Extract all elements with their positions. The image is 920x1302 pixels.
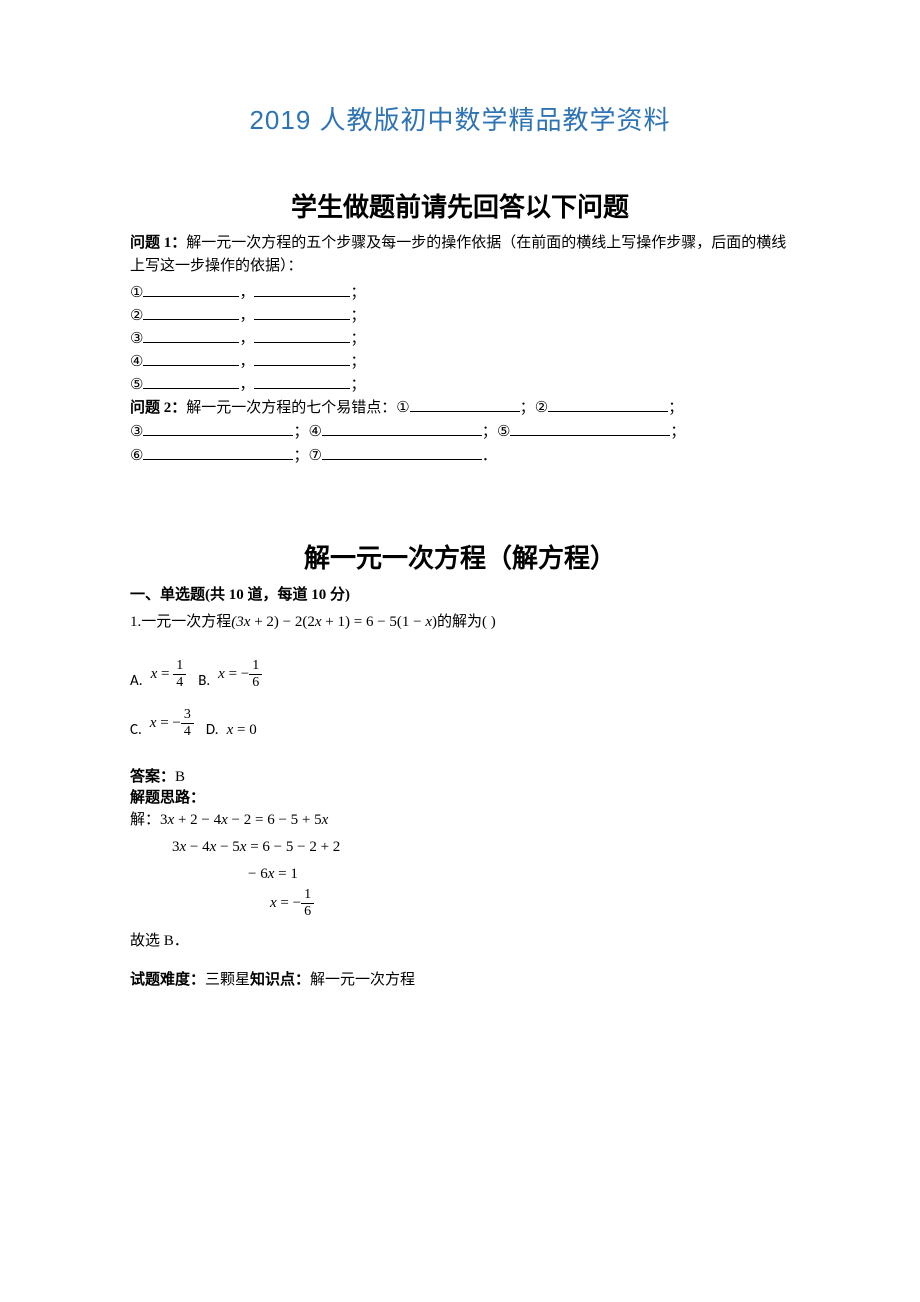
solution-line-final: x = −16 [130, 888, 790, 919]
fill-blank [143, 420, 293, 436]
fill-blank [548, 396, 668, 412]
mc-heading: 一、单选题(共 10 道，每道 10 分) [130, 583, 790, 604]
choice-c-math: x = −34 [150, 708, 194, 739]
answer-label: 答案： [130, 769, 175, 785]
q2-label: 问题 2： [130, 400, 186, 416]
q1-label: 问题 1： [130, 235, 186, 251]
q1-item: ④，； [130, 350, 790, 371]
main-title: 解一元一次方程（解方程） [130, 538, 790, 575]
q1-items: ①，； ②，； ③，； ④，； ⑤，； [130, 281, 790, 394]
stem-prefix: 一元一次方程 [141, 614, 231, 630]
fill-blank [143, 444, 293, 460]
fill-blank [254, 304, 350, 320]
solution-label: 解题思路： [130, 786, 790, 807]
fill-blank [254, 327, 350, 343]
question-2-block: 问题 2：解一元一次方程的七个易错点：①；②； ③；④；⑤； ⑥；⑦． [130, 396, 790, 469]
fill-blank [143, 304, 239, 320]
document-page: 2019 人教版初中数学精品教学资料 学生做题前请先回答以下问题 问题 1：解一… [0, 0, 920, 1049]
fill-blank [143, 350, 239, 366]
solution-line: 3x − 4x − 5x = 6 − 5 − 2 + 2 [130, 834, 790, 861]
q1-item: ⑤，； [130, 373, 790, 394]
choice-b-label: B. [198, 672, 210, 690]
question-1-block: 问题 1：解一元一次方程的五个步骤及每一步的操作依据（在前面的横线上写操作步骤，… [130, 232, 790, 279]
fill-blank [322, 420, 482, 436]
question-1-stem: 1.一元一次方程(3x + 2) − 2(2x + 1) = 6 − 5(1 −… [130, 610, 790, 631]
conclusion: 故选 B． [130, 929, 790, 950]
preface-title: 学生做题前请先回答以下问题 [130, 187, 790, 224]
q1-item: ③，； [130, 327, 790, 348]
fill-blank [254, 281, 350, 297]
choice-row-ab: A. x = 14 B. x = −16 [130, 659, 790, 690]
choice-b-math: x = −16 [218, 659, 262, 690]
q2-text: 解一元一次方程的七个易错点： [186, 400, 396, 416]
meta-difficulty-label: 试题难度： [130, 972, 205, 988]
choice-row-cd: C. x = −34 D. x = 0 [130, 708, 790, 739]
fill-blank [143, 373, 239, 389]
choice-a-math: x = 14 [151, 659, 187, 690]
fill-blank [143, 327, 239, 343]
choice-a-label: A. [130, 672, 143, 690]
q1-item: ①，； [130, 281, 790, 302]
fill-blank [410, 396, 520, 412]
meta-difficulty: 三颗星 [205, 972, 250, 988]
q1-item: ②，； [130, 304, 790, 325]
choice-c-label: C. [130, 721, 142, 739]
meta-kp: 解一元一次方程 [310, 972, 415, 988]
fill-blank [510, 420, 670, 436]
document-title: 2019 人教版初中数学精品教学资料 [130, 100, 790, 137]
stem-suffix: 的解为( ) [437, 614, 496, 630]
fill-blank [322, 444, 482, 460]
meta-kp-label: 知识点： [250, 972, 310, 988]
answer-block: 答案：B 解题思路： 解：3x + 2 − 4x − 2 = 6 − 5 + 5… [130, 765, 790, 989]
fill-blank [254, 350, 350, 366]
choice-d-label: D. [206, 721, 219, 739]
solution-line: 解：3x + 2 − 4x − 2 = 6 − 5 + 5x [130, 807, 790, 834]
q1-text: 解一元一次方程的五个步骤及每一步的操作依据（在前面的横线上写操作步骤，后面的横线… [130, 235, 786, 274]
answer-value: B [175, 769, 185, 785]
solution-line: − 6x = 1 [130, 861, 790, 888]
fill-blank [143, 281, 239, 297]
solution-steps: 解：3x + 2 − 4x − 2 = 6 − 5 + 5x 3x − 4x −… [130, 807, 790, 919]
fill-blank [254, 373, 350, 389]
choice-d-math: x = 0 [227, 722, 257, 739]
stem-math: (3x + 2) − 2(2x + 1) = 6 − 5(1 − x) [231, 614, 437, 630]
q-num: 1. [130, 614, 141, 630]
meta-line: 试题难度：三颗星知识点：解一元一次方程 [130, 968, 790, 989]
